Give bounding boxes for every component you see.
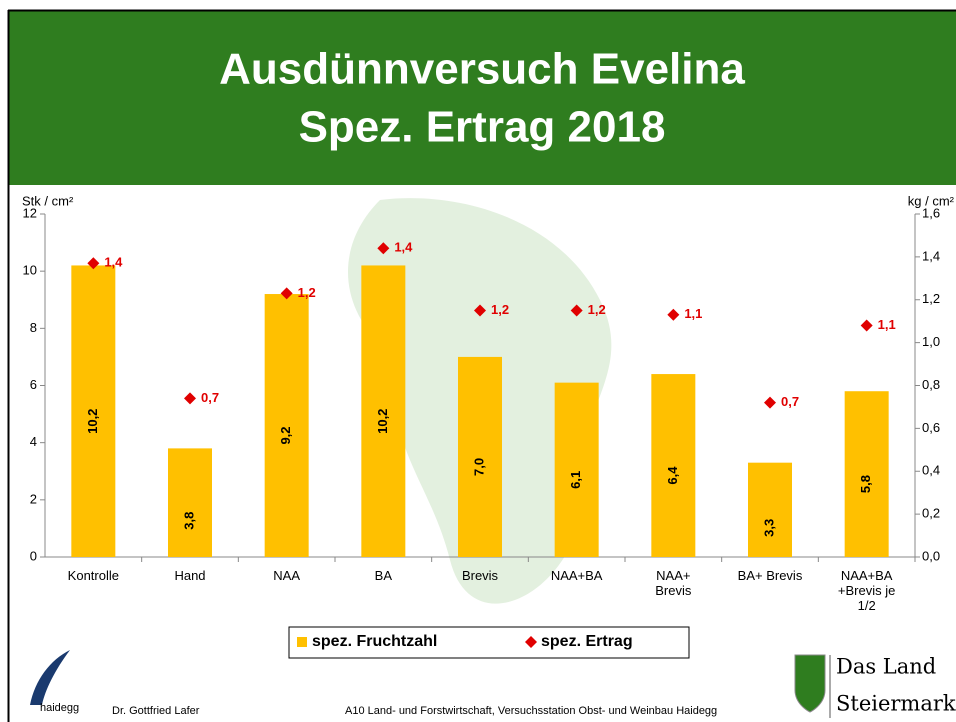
x-tick-label: Brevis [461,568,499,583]
x-tick-label: BA [374,568,392,583]
x-tick-label: NAA+ Brevis [655,568,692,598]
y2-tick-label: 1,4 [922,248,940,263]
marker-label: 0,7 [201,390,219,405]
marker-label: 1,1 [684,306,702,321]
bar [361,265,406,557]
x-tick-label: NAA [273,568,301,583]
footer-author: Dr. Gottfried Lafer [112,705,200,717]
bar-label: 7,0 [471,458,486,476]
marker [377,242,390,255]
marker-label: 1,1 [878,317,896,332]
y2-tick-label: 0,8 [922,377,940,392]
bar-label: 3,8 [181,512,196,530]
logo-icon [30,650,70,705]
marker-label: 1,2 [491,302,509,317]
x-tick-label: BA+ Brevis [737,568,803,583]
x-tick-label: Kontrolle [67,568,119,583]
bar-label: 3,3 [761,519,776,537]
legend-label: spez. Ertrag [541,633,633,650]
bar-label: 9,2 [278,426,293,444]
footer-logo: haidegg [40,702,79,714]
y2-axis-label: kg / cm² [908,193,955,208]
marker [474,304,486,317]
legend-label: spez. Fruchtzahl [312,633,437,650]
bar-label: 5,8 [858,475,873,493]
bar [71,265,116,557]
bar-label: 10,2 [85,409,100,434]
y-tick-label: 2 [30,491,37,506]
y-tick-label: 8 [30,320,37,335]
x-tick-label: NAA+BA [550,568,603,583]
legend-box [288,626,690,659]
marker [764,396,776,409]
marker [667,308,680,321]
y2-tick-label: 0,6 [922,420,940,435]
subtitle: Spez. Ertrag 2018 [299,103,666,152]
bar-label: 10,2 [375,409,390,434]
title: Ausdünnversuch Evelina [219,45,745,94]
y2-tick-label: 1,0 [922,334,940,349]
bar [554,382,599,557]
y-tick-label: 0 [30,548,37,563]
bar [458,356,502,557]
legend-swatch [297,637,307,647]
bar [748,462,792,557]
marker [280,287,293,300]
y2-tick-label: 1,6 [922,205,940,220]
brand-line: Steiermark [836,692,956,716]
marker [570,304,583,317]
bar [264,294,309,557]
bar-label: 6,4 [665,466,680,485]
y-tick-label: 4 [30,434,37,449]
bar [168,448,212,557]
bar [844,391,889,557]
y2-tick-label: 1,2 [922,291,940,306]
marker-label: 0,7 [781,394,799,409]
y2-tick-label: 0,0 [922,548,940,563]
marker [87,257,100,270]
legend-swatch [525,636,537,648]
bar [651,374,696,557]
header-band [8,10,956,185]
marker-label: 1,4 [394,240,413,255]
y-tick-label: 6 [30,377,37,392]
marker [184,392,196,405]
brand-line: Das Land [836,655,936,679]
marker-label: 1,2 [588,302,606,317]
marker [860,319,873,332]
marker-label: 1,4 [104,255,123,270]
y-tick-label: 12 [23,205,37,220]
y2-tick-label: 0,2 [922,506,940,521]
bar-label: 6,1 [568,471,583,489]
footer-institution: A10 Land- und Forstwirtschaft, Versuchss… [345,705,717,717]
coat-of-arms [794,654,826,713]
y2-tick-label: 0,4 [922,463,940,478]
y-tick-label: 10 [23,263,37,278]
x-tick-label: Hand [174,568,206,583]
marker-label: 1,2 [298,285,316,300]
y-axis-label: Stk / cm² [22,193,74,208]
x-tick-label: NAA+BA +Brevis je 1/2 [837,568,896,613]
